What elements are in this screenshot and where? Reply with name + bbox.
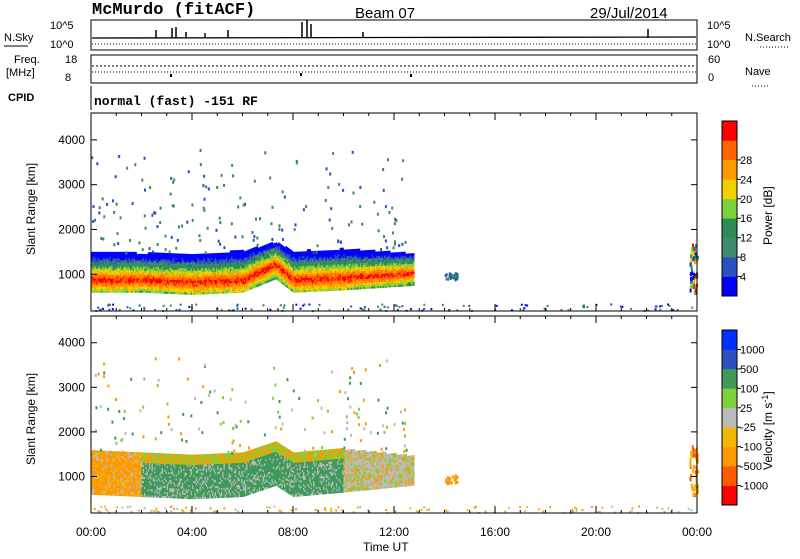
freq-point	[170, 74, 172, 77]
nsky-line	[92, 37, 696, 38]
nsearch-tick-top: 10^5	[707, 20, 731, 32]
freq-point	[300, 73, 302, 76]
freq-tick-top: 18	[65, 54, 77, 66]
freq-label: Freq.	[14, 54, 40, 66]
nave-tick-bottom: 0	[708, 72, 714, 84]
nave-label: Nave	[745, 66, 771, 78]
station-title: McMurdo (fitACF)	[92, 1, 255, 20]
nsky-tick-bottom: 10^0	[50, 39, 74, 51]
power-heatmap	[91, 149, 699, 312]
freq-trace	[92, 66, 696, 77]
nsky-tick-top: 10^5	[50, 20, 74, 32]
freq-point	[410, 74, 412, 77]
nsky-trace	[92, 20, 696, 44]
nsearch-tick-bottom: 10^0	[707, 39, 731, 51]
cpid-value: normal (fast) -151 RF	[94, 94, 258, 109]
nsky-panel: N.Sky 10^5 10^0 10^5 10^0 N.Search	[4, 20, 791, 51]
nsky-label: N.Sky	[4, 32, 34, 44]
beam-label: Beam 07	[355, 5, 415, 22]
nave-tick-top: 60	[708, 54, 720, 66]
nsearch-label: N.Search	[745, 32, 791, 44]
cpid-label: CPID	[8, 92, 34, 104]
freq-tick-bottom: 8	[65, 72, 71, 84]
freq-panel: Freq. [MHz] 18 8 60 0 Nave	[6, 54, 771, 86]
freq-unit-label: [MHz]	[6, 67, 35, 79]
date-label: 29/Jul/2014	[590, 5, 668, 22]
